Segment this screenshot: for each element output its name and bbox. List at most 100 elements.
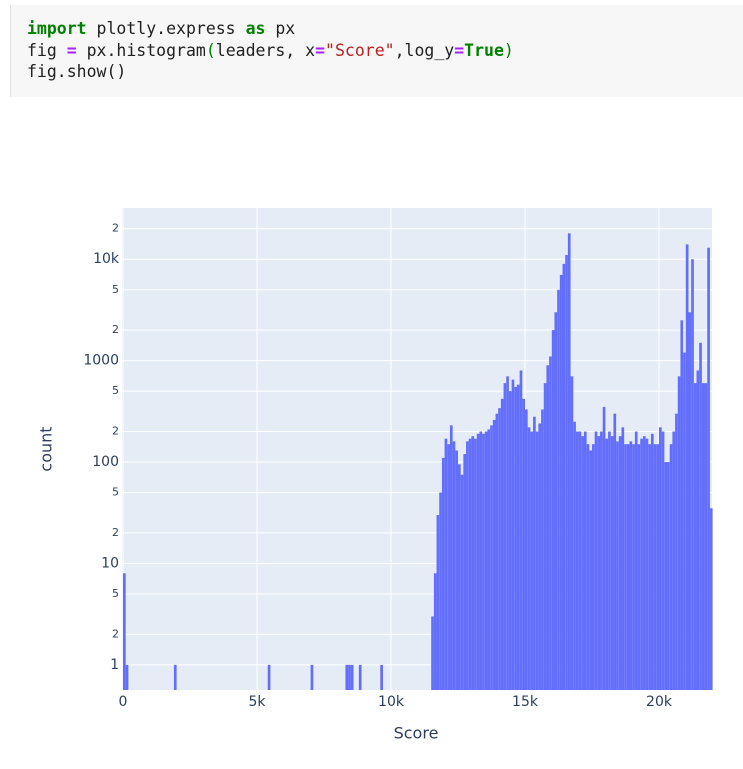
bar: [575, 431, 579, 690]
y-tick-label: 1000: [83, 353, 119, 369]
bar: [634, 431, 638, 690]
bar: [632, 444, 635, 690]
bar: [683, 352, 686, 690]
bar: [594, 431, 598, 690]
bar: [653, 444, 657, 690]
bar: [546, 365, 550, 690]
bar: [471, 436, 475, 690]
y-tick-label: 10: [101, 555, 119, 571]
x-tick-label: 5k: [248, 694, 266, 710]
bar: [436, 515, 440, 690]
bar: [479, 431, 483, 690]
y-tick-label: 5: [112, 486, 119, 499]
bar: [516, 384, 520, 690]
bar: [602, 406, 606, 690]
bar: [608, 431, 611, 690]
bar: [455, 450, 458, 690]
bar: [642, 436, 646, 690]
bar: [358, 664, 362, 690]
bar: [125, 664, 129, 690]
bar: [688, 312, 692, 690]
code-token: True: [464, 40, 504, 60]
bar: [543, 383, 547, 690]
bar: [707, 247, 710, 691]
x-tick-label: 15k: [512, 694, 539, 710]
bar: [659, 427, 662, 690]
bar: [447, 444, 450, 690]
bar: [696, 370, 700, 690]
code-token: =: [66, 40, 77, 60]
code-token: px: [265, 19, 296, 38]
bar: [618, 436, 622, 690]
y-tick-label: 2: [112, 222, 119, 235]
bar: [691, 259, 694, 690]
bar: [626, 444, 630, 690]
bar: [506, 376, 509, 690]
bar: [685, 244, 689, 690]
bar: [468, 438, 472, 690]
bar: [439, 492, 442, 690]
bar: [511, 379, 515, 690]
bar: [589, 450, 592, 690]
bar: [573, 421, 576, 690]
bar: [680, 320, 684, 690]
bar: [345, 664, 349, 690]
bar: [597, 436, 601, 690]
code-cell[interactable]: import plotly.express as px fig = px.hist…: [10, 5, 743, 97]
bar: [605, 438, 609, 690]
bar: [474, 438, 477, 690]
bar: [554, 312, 558, 690]
y-tick-label: 5: [112, 384, 119, 397]
y-tick-label: 2: [112, 627, 119, 640]
code-token: fig.show(): [27, 62, 127, 81]
code-token: px.histogram: [76, 40, 206, 60]
code-token: ,log_y: [394, 40, 455, 60]
code-token: (: [205, 40, 216, 60]
bar: [616, 441, 619, 690]
bar: [476, 433, 480, 690]
bar: [709, 508, 713, 690]
bar: [492, 419, 496, 690]
bar: [565, 255, 568, 691]
code-line: fig = px.histogram(leaders, x="Score",lo…: [27, 40, 514, 62]
bar: [173, 664, 177, 690]
bar: [482, 433, 485, 690]
bar: [656, 444, 659, 690]
y-tick-label: 2: [112, 526, 119, 539]
bar: [645, 438, 649, 690]
bar: [578, 431, 582, 690]
bar: [629, 441, 633, 690]
bar: [557, 289, 560, 690]
bar: [581, 436, 584, 690]
bar: [583, 431, 587, 690]
code-token: leaders, x: [215, 40, 316, 60]
bar: [460, 474, 464, 690]
x-tick-label: 0: [119, 694, 128, 710]
bar: [675, 413, 678, 690]
bar: [441, 457, 445, 690]
y-tick-label: 5: [112, 283, 119, 296]
code: import plotly.express as px fig = px.hist…: [27, 18, 514, 83]
bar: [640, 438, 643, 690]
bar: [664, 462, 668, 690]
bar: [508, 391, 512, 690]
code-token: =: [454, 40, 465, 60]
bar: [624, 444, 627, 690]
x-axis-title: Score: [394, 724, 439, 743]
code-token: import: [27, 19, 87, 38]
code-token: fig: [27, 40, 67, 60]
bar: [123, 573, 126, 690]
bar: [567, 233, 571, 690]
bar: [348, 664, 351, 690]
bar: [310, 664, 314, 690]
code-token: =: [315, 40, 326, 60]
bar: [519, 370, 523, 690]
code-token: as: [245, 19, 266, 38]
bar: [621, 427, 625, 690]
bar: [484, 431, 488, 690]
bar: [699, 342, 702, 690]
bar: [433, 573, 437, 690]
bar: [466, 441, 469, 690]
bar: [541, 409, 544, 690]
